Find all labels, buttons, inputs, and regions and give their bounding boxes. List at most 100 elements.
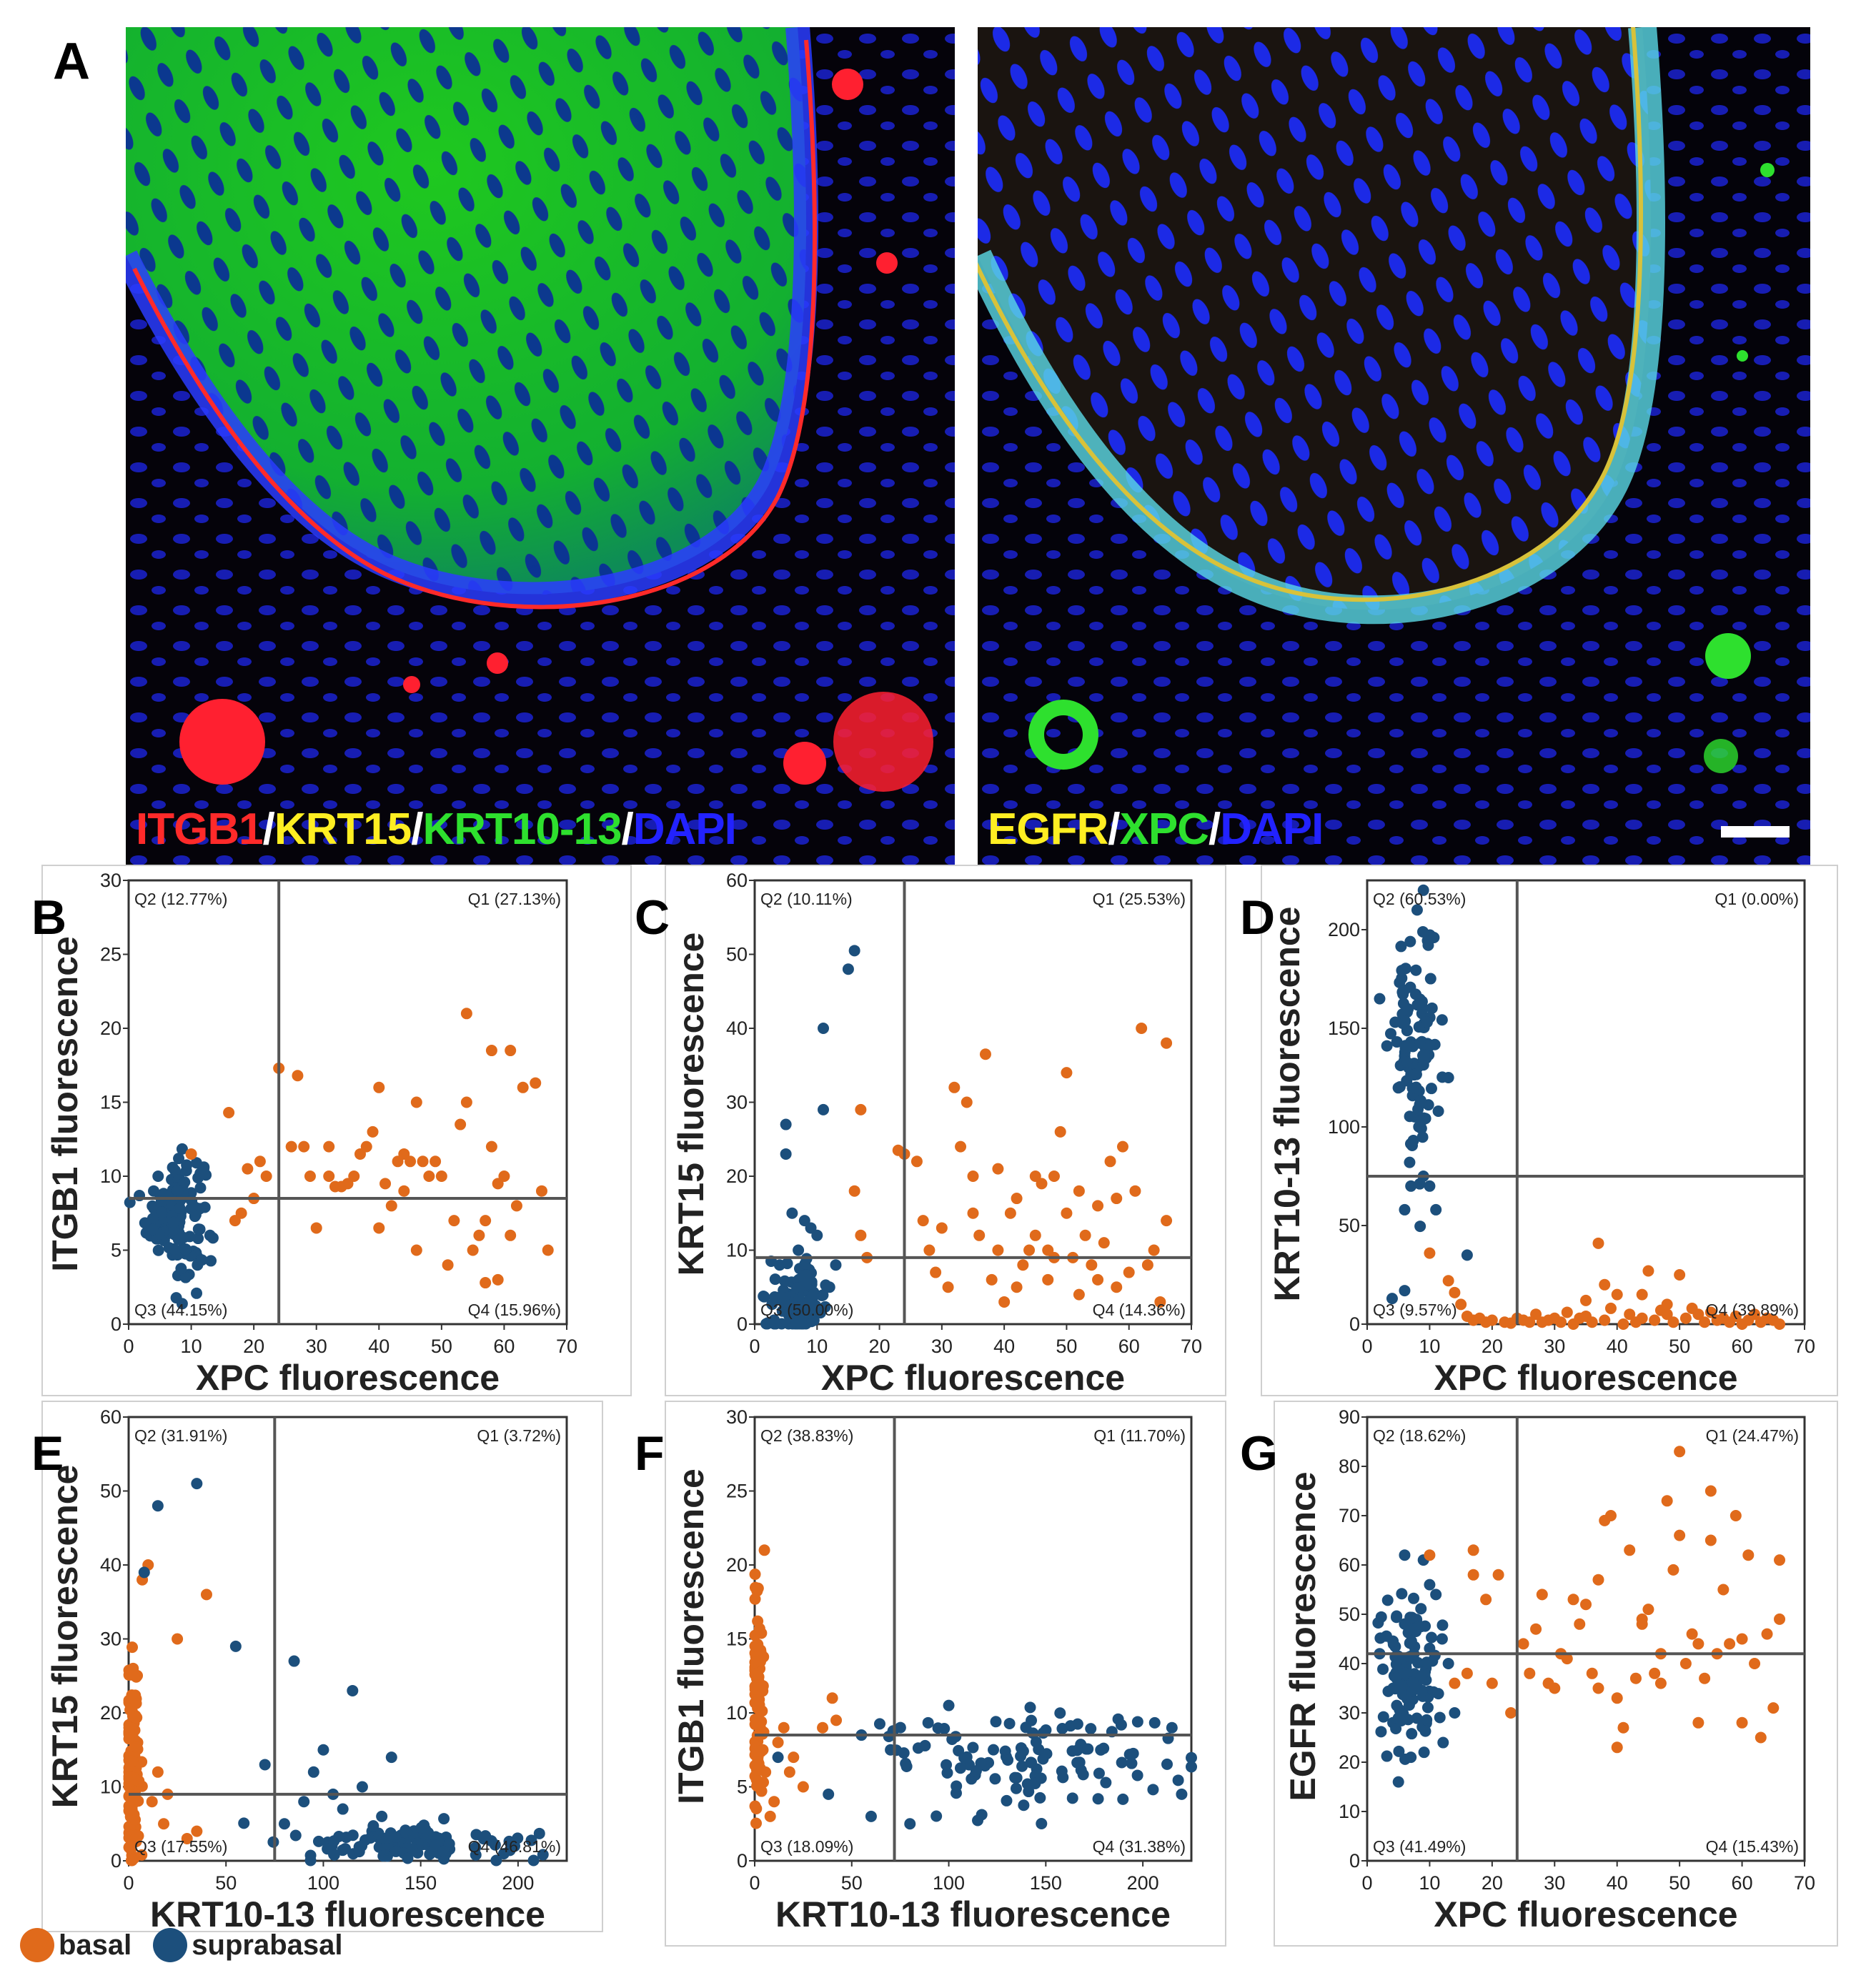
data-point-basal: [1161, 1215, 1173, 1227]
data-point-suprabasal: [152, 1170, 164, 1182]
y-axis-label: ITGB1 fluorescence: [671, 1468, 711, 1804]
data-point-basal: [749, 1656, 761, 1669]
data-point-basal: [1624, 1544, 1636, 1556]
y-tick-label: 0: [737, 1850, 748, 1872]
data-point-basal: [1649, 1667, 1661, 1679]
data-point-suprabasal: [347, 1684, 359, 1696]
micrograph-egfr-xpc: EGFR/XPC/DAPI: [978, 27, 1810, 865]
data-point-basal: [1042, 1273, 1054, 1286]
data-point-suprabasal: [1377, 1711, 1389, 1723]
x-tick-label: 20: [243, 1336, 264, 1357]
data-point-basal: [242, 1163, 254, 1175]
quadrant-q1-label: Q1 (0.00%): [1714, 890, 1799, 908]
data-point-basal: [936, 1222, 948, 1234]
suprabasal-swatch: [153, 1928, 188, 1962]
data-point-basal: [455, 1118, 467, 1130]
y-axis-label: KRT15 fluorescence: [45, 1465, 85, 1809]
data-point-suprabasal: [1401, 1025, 1413, 1037]
data-point-basal: [1661, 1495, 1673, 1507]
data-point-suprabasal: [437, 1845, 450, 1857]
data-point-suprabasal: [801, 1298, 813, 1310]
data-point-basal: [1004, 1207, 1016, 1219]
data-point-suprabasal: [1396, 965, 1408, 977]
data-point-suprabasal: [1035, 1772, 1047, 1784]
stain-egfr: EGFR: [988, 805, 1108, 854]
y-tick-label: 30: [100, 870, 121, 891]
x-tick-label: 50: [1669, 1872, 1690, 1894]
stain-sep: /: [411, 805, 423, 854]
data-point-suprabasal: [1385, 1028, 1397, 1040]
data-point-basal: [129, 1774, 142, 1786]
x-tick-label: 10: [1419, 1336, 1440, 1357]
quadrant-q2-label: Q2 (10.11%): [760, 890, 853, 908]
data-point-suprabasal: [1390, 1722, 1402, 1734]
x-tick-label: 100: [933, 1872, 965, 1894]
y-axis-label: EGFR fluorescence: [1283, 1471, 1323, 1801]
data-point-basal: [185, 1148, 197, 1160]
data-point-suprabasal: [1071, 1744, 1083, 1756]
data-point-suprabasal: [1036, 1818, 1048, 1830]
data-point-suprabasal: [1033, 1744, 1045, 1756]
data-point-basal: [398, 1185, 410, 1197]
data-point-suprabasal: [1382, 1685, 1394, 1697]
data-point-basal: [1686, 1628, 1698, 1640]
y-tick-label: 80: [1339, 1456, 1360, 1477]
data-point-suprabasal: [167, 1243, 179, 1255]
stain-krt10-13: KRT10-13: [422, 805, 622, 854]
data-point-suprabasal: [367, 1820, 379, 1832]
data-point-suprabasal: [873, 1718, 885, 1730]
data-point-basal: [1774, 1318, 1786, 1330]
data-point-basal: [1574, 1618, 1586, 1630]
y-tick-label: 60: [726, 870, 748, 891]
data-point-basal: [749, 1593, 761, 1605]
data-point-suprabasal: [1437, 1736, 1449, 1749]
data-point-basal: [1774, 1613, 1786, 1625]
data-point-basal: [1549, 1682, 1561, 1694]
data-point-suprabasal: [951, 1780, 963, 1792]
data-point-basal: [172, 1633, 184, 1645]
x-axis-label: KRT10-13 fluorescence: [775, 1894, 1171, 1934]
data-point-suprabasal: [1186, 1761, 1197, 1773]
data-point-basal: [778, 1721, 790, 1734]
data-point-suprabasal: [1416, 1131, 1429, 1143]
data-point-basal: [1561, 1653, 1573, 1665]
data-point-suprabasal: [865, 1810, 877, 1822]
data-point-basal: [304, 1171, 316, 1182]
data-point-basal: [1624, 1308, 1636, 1321]
data-point-suprabasal: [172, 1184, 184, 1196]
data-point-basal: [973, 1229, 986, 1241]
y-tick-label: 20: [726, 1166, 748, 1187]
data-point-basal: [152, 1766, 164, 1778]
data-point-basal: [480, 1215, 492, 1227]
plot-frame-d: [1261, 865, 1838, 1396]
data-point-suprabasal: [1392, 1712, 1404, 1724]
data-point-suprabasal: [1161, 1758, 1173, 1770]
data-point-suprabasal: [1404, 1156, 1416, 1168]
data-point-basal: [1679, 1312, 1692, 1324]
data-point-basal: [1761, 1628, 1773, 1640]
panel-label-g: G: [1240, 1426, 1278, 1481]
data-point-suprabasal: [1389, 1016, 1401, 1028]
data-point-suprabasal: [470, 1849, 482, 1861]
data-point-suprabasal: [958, 1751, 971, 1764]
data-point-suprabasal: [900, 1757, 912, 1769]
data-point-suprabasal: [380, 1832, 392, 1844]
data-point-basal: [1061, 1207, 1073, 1219]
data-point-basal: [485, 1045, 497, 1057]
data-point-suprabasal: [1410, 964, 1422, 976]
data-point-suprabasal: [1392, 1776, 1404, 1788]
data-point-basal: [530, 1077, 542, 1089]
quadrant-q4-label: Q4 (46.81%): [468, 1837, 561, 1856]
stain-sep: /: [621, 805, 633, 854]
data-point-suprabasal: [1414, 998, 1426, 1010]
group-legend: basal suprabasal: [20, 1924, 364, 1967]
data-point-suprabasal: [904, 1818, 916, 1830]
data-point-suprabasal: [1381, 1750, 1393, 1762]
x-tick-label: 50: [431, 1336, 452, 1357]
y-tick-label: 60: [100, 1406, 121, 1428]
data-point-suprabasal: [400, 1827, 412, 1839]
data-point-suprabasal: [842, 963, 854, 975]
data-point-basal: [1148, 1244, 1160, 1256]
data-point-suprabasal: [1421, 1701, 1434, 1714]
data-point-suprabasal: [1092, 1793, 1104, 1805]
